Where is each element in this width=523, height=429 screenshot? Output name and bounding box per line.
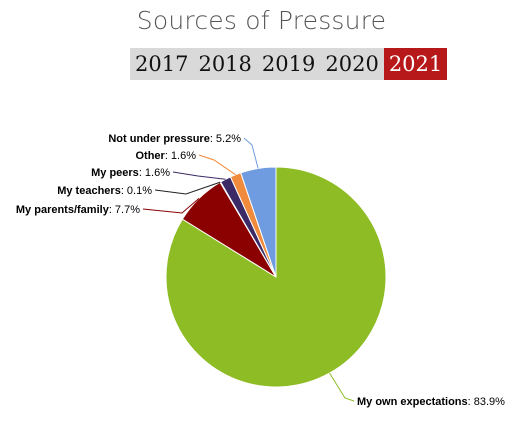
tab-2021[interactable]: 2021: [383, 48, 448, 80]
connector-not-under-pressure: [243, 137, 259, 169]
year-tabs: 2017 2018 2019 2020 2021: [130, 48, 448, 80]
data-label-my-own-expectations: My own expectations: 83.9%: [357, 396, 505, 408]
connector-other: [198, 154, 236, 176]
chart-title: Sources of Pressure: [136, 6, 387, 35]
connector-my-teachers: [154, 181, 221, 195]
tab-2019[interactable]: 2019: [256, 48, 321, 80]
data-label-my-peers: My peers: 1.6%: [91, 167, 170, 179]
data-label-not-under-pressure: Not under pressure: 5.2%: [108, 133, 241, 145]
connector-my-own-expectations: [329, 372, 355, 402]
data-label-my-parents-family: My parents/family: 7.7%: [16, 204, 140, 216]
pie-slice-not-under-pressure[interactable]: [240, 166, 277, 278]
tab-2020[interactable]: 2020: [320, 48, 384, 80]
tab-2017[interactable]: 2017: [130, 48, 194, 80]
data-label-other: Other: 1.6%: [135, 150, 196, 162]
data-label-my-teachers: My teachers: 0.1%: [57, 185, 152, 197]
connector-my-parents-family: [142, 198, 200, 214]
tab-2018[interactable]: 2018: [193, 48, 257, 80]
connector-my-peers: [172, 171, 226, 180]
